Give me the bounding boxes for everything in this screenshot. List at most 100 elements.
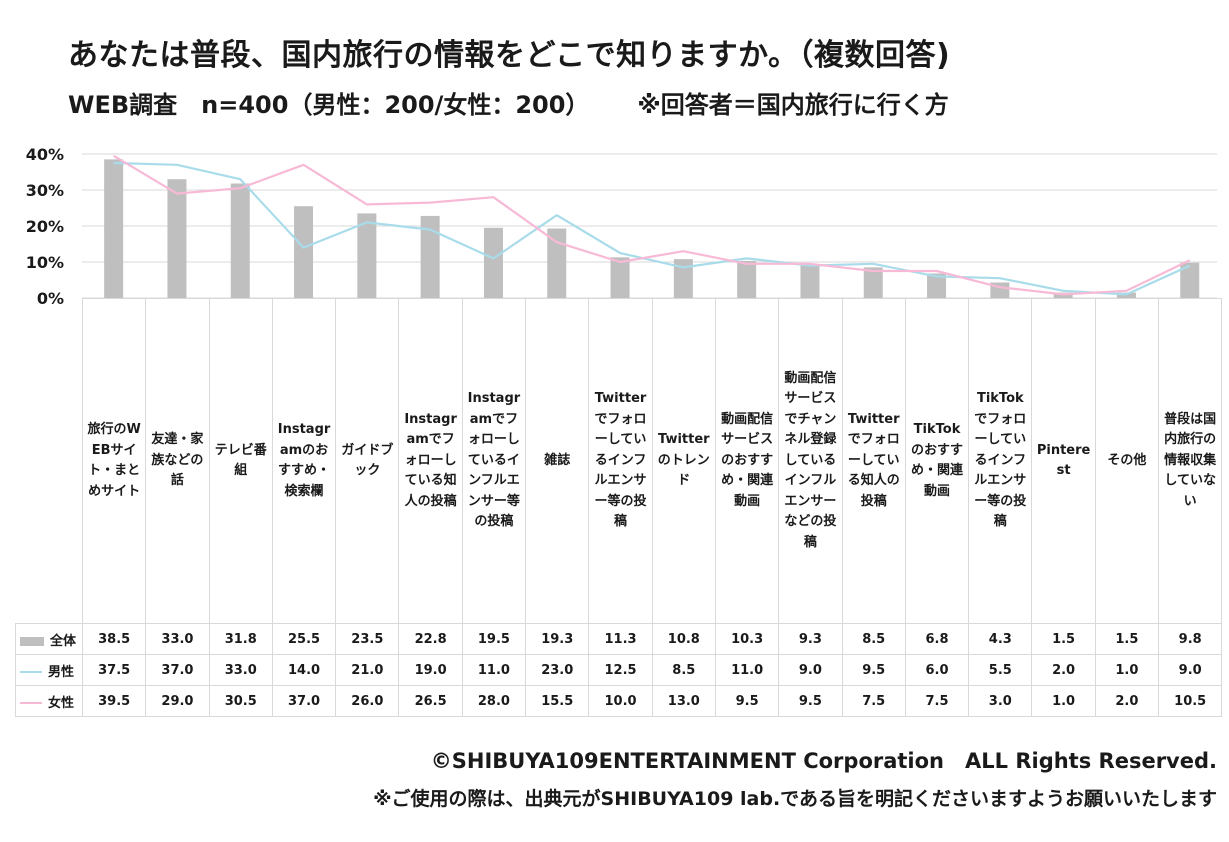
category-label: Instagramでフォローしているインフルエンサー等の投稿 [461, 298, 527, 624]
category-label: 普段は国内旅行の情報収集していない [1158, 298, 1223, 624]
bar-total [800, 264, 820, 298]
category-label: 動画配信サービスのおすすめ・関連動画 [714, 298, 780, 624]
category-label: 友達・家族などの話 [145, 298, 210, 624]
data-label: 30.5 [208, 685, 273, 717]
data-label: 10.3 [714, 623, 780, 655]
category-label-text: 友達・家族などの話 [151, 432, 204, 489]
data-label: 31.8 [208, 623, 273, 655]
bar-total [927, 273, 947, 298]
bar-total [230, 183, 250, 298]
data-label: 6.8 [904, 623, 970, 655]
category-label: Instagramでフォローしている知人の投稿 [398, 298, 463, 624]
bar-total [1180, 262, 1200, 298]
data-label: 4.3 [968, 623, 1033, 655]
category-label: TikTokでフォローしているインフルエンサー等の投稿 [968, 298, 1033, 624]
data-label: 13.0 [651, 685, 716, 717]
legend-entry: 全体 [15, 623, 83, 655]
survey-info: WEB調査 n=400（男性：200/女性：200） [68, 91, 590, 119]
table-row: 全体 38.5 33.0 31.8 25.5 23.5 22.8 19.5 19.3 11.3 10… [15, 623, 1223, 655]
data-label: 9.0 [778, 654, 843, 686]
category-label-text: Twitterのトレンド [657, 432, 710, 489]
chart-plot: 0%10%20%30%40% [26, 145, 1217, 308]
respondent-note: ※回答者＝国内旅行に行く方 [637, 91, 949, 119]
data-label: 29.0 [145, 685, 210, 717]
category-label: Twitterのトレンド [651, 298, 716, 624]
data-label: 33.0 [208, 654, 273, 686]
category-label-text: Instagramでフォローしているインフルエンサー等の投稿 [467, 391, 521, 530]
category-label-text: Instagramのおすすめ・検索欄 [277, 422, 331, 499]
y-tick-label: 30% [26, 181, 64, 200]
table-row: 男性 37.5 37.0 33.0 14.0 21.0 19.0 11.0 23.0 12.5 8.… [15, 654, 1223, 686]
legend-swatch [20, 671, 42, 673]
category-label: Twitterでフォローしている知人の投稿 [841, 298, 906, 624]
bar-total [357, 213, 377, 298]
data-label: 1.0 [1031, 685, 1096, 717]
data-label: 26.5 [398, 685, 463, 717]
data-label: 7.5 [841, 685, 906, 717]
y-tick-label: 20% [26, 217, 64, 236]
category-label-text: ガイドブック [341, 442, 394, 479]
series-name: 男性 [48, 664, 75, 680]
category-label-text: 雑誌 [544, 452, 571, 468]
data-label: 28.0 [461, 685, 527, 717]
data-label: 38.5 [81, 623, 147, 655]
data-label: 19.5 [461, 623, 527, 655]
category-label-text: Pinterest [1036, 442, 1091, 479]
bar-total [420, 215, 440, 298]
data-label: 23.0 [525, 654, 590, 686]
bar-total [737, 260, 757, 298]
category-label: Twitterでフォローしているインフルエンサー等の投稿 [588, 298, 653, 624]
data-label: 6.0 [904, 654, 970, 686]
data-label: 12.5 [588, 654, 653, 686]
bar-total [547, 228, 567, 298]
category-label: 旅行のWEBサイト・まとめサイト [81, 298, 147, 624]
category-label-text: Twitterでフォローしている知人の投稿 [847, 411, 900, 509]
series-name: 女性 [48, 695, 75, 711]
bar-total [673, 259, 693, 298]
data-label: 25.5 [271, 623, 337, 655]
table-corner [15, 298, 83, 624]
bar-total [483, 227, 503, 298]
line-female [113, 154, 1191, 296]
category-label-text: 普段は国内旅行の情報収集していない [1164, 411, 1217, 509]
legend-entry: 女性 [15, 685, 83, 717]
data-label: 19.3 [525, 623, 590, 655]
bar-total [167, 179, 187, 298]
category-label: Instagramのおすすめ・検索欄 [271, 298, 337, 624]
data-label: 1.5 [1031, 623, 1096, 655]
category-label: 動画配信サービスでチャンネル登録しているインフルエンサーなどの投稿 [778, 298, 843, 624]
data-label: 37.0 [145, 654, 210, 686]
data-label: 21.0 [335, 654, 400, 686]
data-label: 2.0 [1031, 654, 1096, 686]
data-label: 8.5 [841, 623, 906, 655]
y-tick-label: 40% [26, 145, 64, 164]
data-label: 3.0 [968, 685, 1033, 717]
data-label: 33.0 [145, 623, 210, 655]
data-label: 2.0 [1094, 685, 1160, 717]
bar-total [610, 257, 630, 298]
data-label: 7.5 [904, 685, 970, 717]
data-label: 39.5 [81, 685, 147, 717]
y-tick-label: 10% [26, 253, 64, 272]
category-label: TikTokのおすすめ・関連動画 [904, 298, 970, 624]
data-label: 9.5 [778, 685, 843, 717]
data-label: 9.5 [841, 654, 906, 686]
data-label: 9.5 [714, 685, 780, 717]
data-label: 26.0 [335, 685, 400, 717]
data-label: 10.5 [1158, 685, 1223, 717]
legend-swatch [20, 636, 44, 646]
data-label: 5.5 [968, 654, 1033, 686]
data-label: 9.8 [1158, 623, 1223, 655]
category-label-text: TikTokのおすすめ・関連動画 [910, 422, 963, 499]
category-label-text: Instagramでフォローしている知人の投稿 [404, 411, 457, 509]
data-table: 旅行のWEBサイト・まとめサイト 友達・家族などの話 テレビ番組 Instagramの… [15, 298, 1223, 717]
category-label: 雑誌 [525, 298, 590, 624]
legend-swatch [20, 702, 42, 704]
data-label: 11.3 [588, 623, 653, 655]
category-label: ガイドブック [335, 298, 400, 624]
category-label: テレビ番組 [208, 298, 273, 624]
copyright-text: ©SHIBUYA109ENTERTAINMENT Corporation ALL… [430, 749, 1217, 773]
data-label: 8.5 [651, 654, 716, 686]
data-label: 1.5 [1094, 623, 1160, 655]
bar-total [863, 267, 883, 298]
